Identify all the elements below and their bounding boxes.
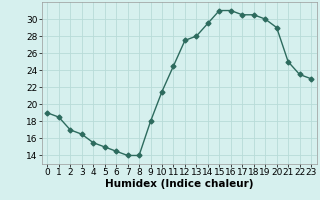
X-axis label: Humidex (Indice chaleur): Humidex (Indice chaleur) [105, 179, 253, 189]
